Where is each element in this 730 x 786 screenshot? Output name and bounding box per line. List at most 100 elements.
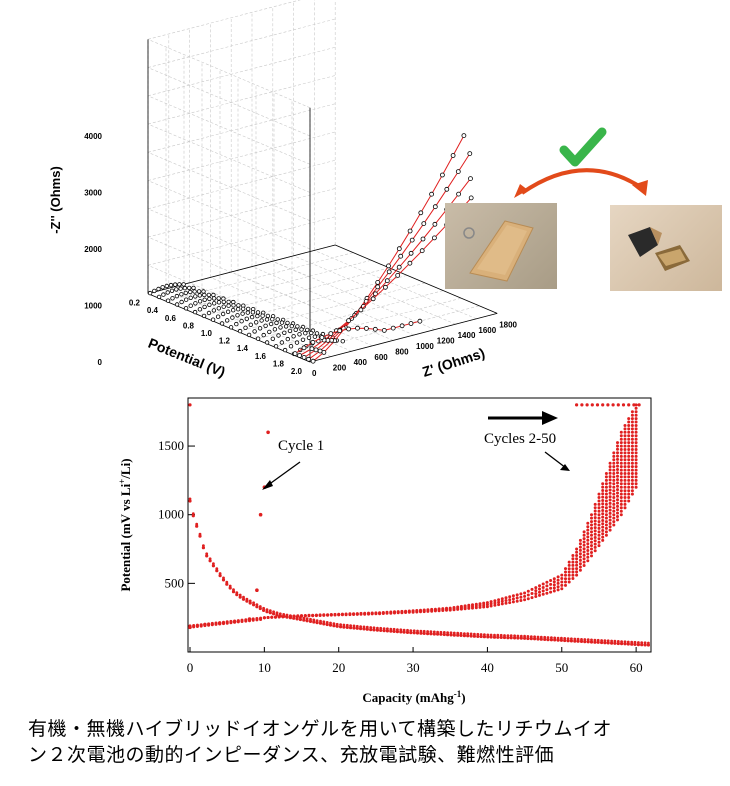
data-point (601, 512, 605, 516)
y-tick-label: 0.6 (165, 314, 177, 323)
data-point (623, 468, 627, 472)
data-point (188, 403, 192, 407)
data-point (590, 544, 593, 548)
data-point (188, 499, 192, 503)
data-point (188, 497, 192, 501)
data-point (619, 461, 623, 465)
data-point (575, 560, 579, 564)
grid-line (147, 152, 311, 222)
data-point (630, 485, 634, 489)
data-point (620, 640, 623, 643)
x-tick-label: 1800 (499, 320, 517, 329)
grid-line (147, 103, 336, 153)
data-point (492, 635, 497, 639)
grid-line (147, 208, 311, 278)
data-point (248, 599, 252, 603)
data-point (264, 317, 270, 322)
data-point (274, 615, 277, 619)
data-point (593, 506, 597, 510)
data-point (612, 509, 616, 513)
data-point (409, 631, 413, 635)
x-tick-label: 1600 (478, 326, 496, 335)
data-point (526, 593, 530, 597)
data-point (298, 617, 302, 622)
data-point (608, 488, 612, 492)
data-point (582, 533, 586, 537)
data-point (499, 633, 503, 637)
data-point (455, 169, 461, 175)
data-point (597, 496, 601, 499)
data-point (202, 544, 205, 547)
data-point (619, 472, 623, 475)
data-point (623, 465, 627, 469)
data-point (582, 557, 586, 561)
data-point (623, 434, 627, 438)
data-point (456, 631, 460, 635)
data-point (449, 633, 453, 637)
data-point (619, 475, 623, 479)
data-point (311, 613, 315, 617)
data-point (616, 474, 619, 478)
data-point (238, 593, 242, 597)
data-point (634, 420, 638, 424)
data-point (619, 444, 623, 448)
data-point (630, 420, 634, 424)
data-point (604, 499, 608, 503)
data-point (429, 632, 433, 636)
data-point (526, 597, 530, 601)
z-tick-label: 2000 (84, 245, 102, 254)
data-point (539, 635, 543, 639)
data-point (452, 606, 456, 609)
data-point (221, 578, 226, 582)
impedance-series (147, 133, 474, 364)
data-point (523, 591, 527, 595)
data-point (567, 580, 571, 584)
data-point (543, 637, 547, 642)
data-point (643, 643, 647, 647)
data-point (407, 609, 411, 613)
grid-line (210, 277, 373, 347)
data-point (578, 542, 582, 546)
data-point (627, 496, 631, 499)
data-point (623, 499, 627, 503)
data-point (255, 588, 259, 592)
data-point (612, 472, 616, 475)
data-point (307, 613, 311, 617)
data-point (604, 513, 608, 517)
data-point (406, 628, 409, 632)
data-point (503, 634, 506, 637)
data-point (578, 552, 582, 556)
data-point (244, 618, 248, 622)
x-tick-label: 50 (555, 660, 568, 675)
data-point (604, 482, 608, 486)
data-point (590, 547, 593, 551)
data-point (243, 325, 248, 330)
data-point (556, 585, 560, 589)
data-point (616, 641, 620, 646)
data-point (489, 635, 493, 639)
x-axis-label: Capacity (mAhg-1) (362, 689, 465, 705)
x-tick-label: 10 (258, 660, 271, 675)
data-point (293, 327, 298, 332)
data-point (422, 629, 426, 633)
data-point (627, 492, 631, 496)
data-point (206, 292, 212, 298)
data-point (469, 632, 473, 636)
data-point (590, 554, 593, 558)
data-point (545, 591, 549, 595)
data-point (616, 491, 619, 495)
data-point (390, 325, 396, 331)
data-point (556, 575, 560, 579)
data-point (419, 631, 423, 635)
data-point (433, 607, 437, 611)
data-point (582, 530, 586, 534)
y-axis-ticks: 500 1000 1500 (158, 438, 195, 590)
data-point (634, 437, 638, 441)
data-point (623, 441, 627, 445)
data-point (345, 625, 349, 630)
grid-line (147, 75, 336, 125)
data-point (216, 300, 222, 305)
data-point (508, 601, 512, 605)
data-point (258, 512, 263, 517)
data-point (578, 548, 582, 552)
